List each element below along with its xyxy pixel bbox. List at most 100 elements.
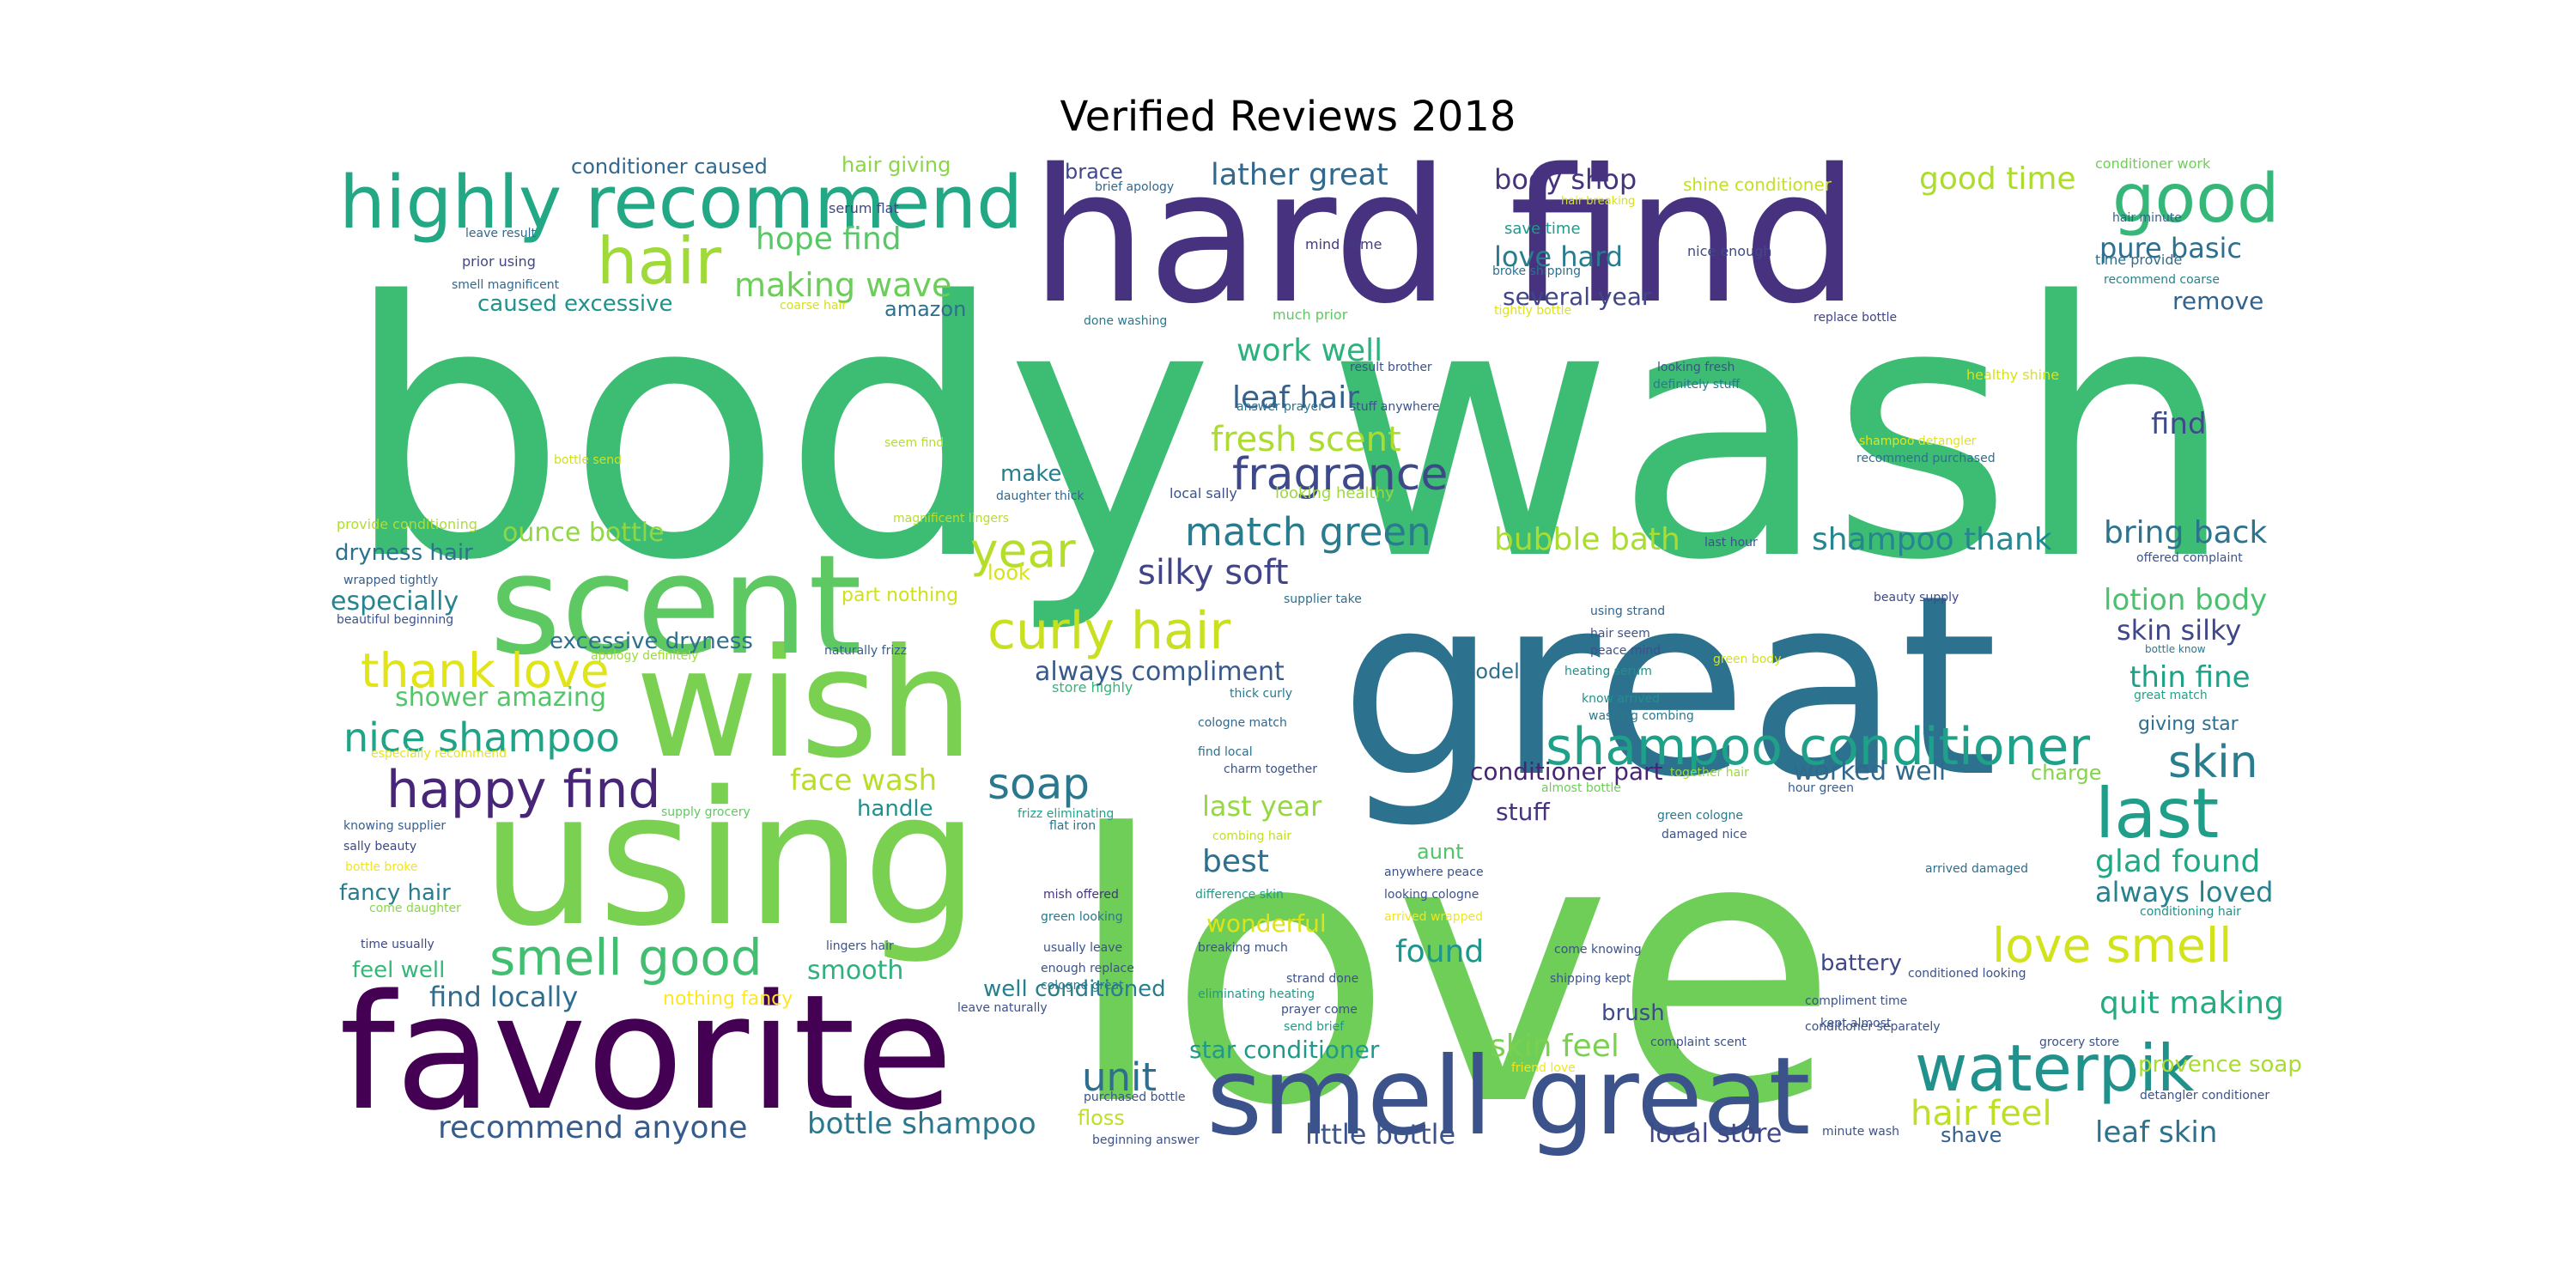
- word-lotion-body: lotion body: [2104, 583, 2267, 617]
- word-cologne-match: cologne match: [1198, 716, 1287, 730]
- word-especially-recommend: especially recommend: [371, 747, 507, 761]
- word-breaking-much: breaking much: [1198, 941, 1288, 955]
- word-green-body: green body: [1713, 653, 1782, 666]
- word-store-highly: store highly: [1052, 679, 1133, 696]
- word-replace-bottle: replace bottle: [1814, 311, 1897, 325]
- word-complaint-scent: complaint scent: [1650, 1036, 1747, 1049]
- word-bottle-know: bottle know: [2145, 643, 2206, 655]
- word-difference-skin: difference skin: [1195, 888, 1284, 902]
- word-hair-feel: hair feel: [1911, 1094, 2052, 1133]
- word-result-brother: result brother: [1350, 361, 1432, 374]
- word-leaf-skin: leaf skin: [2095, 1115, 2217, 1150]
- word-lather-great: lather great: [1211, 158, 1388, 192]
- word-leave-naturally: leave naturally: [957, 1001, 1048, 1015]
- word-fragrance: fragrance: [1232, 449, 1448, 501]
- word-smell-good: smell good: [489, 928, 762, 987]
- word-usually-leave: usually leave: [1043, 941, 1122, 955]
- word-purchased-bottle: purchased bottle: [1084, 1091, 1186, 1104]
- word-compliment-time: compliment time: [1805, 994, 1907, 1008]
- word-detangler-conditioner: detangler conditioner: [2140, 1089, 2269, 1103]
- word-save-time: save time: [1504, 220, 1581, 238]
- word-dryness-hair: dryness hair: [335, 540, 473, 566]
- word-bottle-broke: bottle broke: [345, 860, 418, 874]
- word-looking-cologne: looking cologne: [1384, 888, 1479, 902]
- word-looking-fresh: looking fresh: [1657, 361, 1735, 374]
- word-washing-combing: washing combing: [1589, 709, 1694, 723]
- word-come-daughter: come daughter: [369, 902, 461, 915]
- word-thick-curly: thick curly: [1230, 687, 1292, 701]
- word-hard-find: hard find: [1030, 129, 1860, 344]
- word-healthy-shine: healthy shine: [1966, 367, 2059, 383]
- word-friend-love: friend love: [1511, 1061, 1576, 1075]
- word-last-hour: last hour: [1704, 536, 1758, 550]
- word-favorite: favorite: [339, 960, 953, 1145]
- word-feel-well: feel well: [352, 957, 445, 983]
- word-offered-complaint: offered complaint: [2136, 551, 2243, 565]
- word-wonderful: wonderful: [1206, 909, 1327, 938]
- word-body-wash: body wash: [343, 227, 2236, 637]
- word-brush: brush: [1601, 1000, 1665, 1026]
- word-lingers-hair: lingers hair: [826, 939, 894, 953]
- word-recommend-coarse: recommend coarse: [2104, 273, 2220, 287]
- word-silky-soft: silky soft: [1138, 553, 1289, 592]
- word-tightly-bottle: tightly bottle: [1494, 304, 1571, 318]
- word-using-strand: using strand: [1590, 605, 1665, 618]
- word-done-washing: done washing: [1084, 314, 1167, 328]
- word-local-store: local store: [1649, 1119, 1782, 1149]
- word-conditioner-separately: conditioner separately: [1805, 1020, 1941, 1034]
- word-charm-together: charm together: [1224, 762, 1317, 776]
- word-found: found: [1395, 934, 1484, 969]
- chart-title: Verified Reviews 2018: [1060, 93, 1516, 141]
- word-remove: remove: [2172, 287, 2263, 315]
- word-definitely-stuff: definitely stuff: [1653, 378, 1740, 392]
- word-much-prior: much prior: [1273, 307, 1348, 323]
- word-recommend-anyone: recommend anyone: [438, 1110, 748, 1145]
- word-great-match: great match: [2134, 689, 2208, 702]
- word-come-knowing: come knowing: [1554, 943, 1642, 957]
- word-skin-silky: skin silky: [2117, 614, 2241, 647]
- word-grocery-store: grocery store: [2039, 1036, 2119, 1049]
- word-conditioned-looking: conditioned looking: [1908, 967, 2026, 981]
- word-find-local: find local: [1198, 745, 1253, 759]
- word-especially: especially: [331, 586, 459, 617]
- word-mish-offered: mish offered: [1043, 888, 1119, 902]
- word-knowing-supplier: knowing supplier: [343, 819, 446, 833]
- word-leave-result: leave result: [465, 227, 537, 240]
- word-aunt: aunt: [1417, 840, 1464, 864]
- word-scent: scent: [489, 525, 862, 685]
- word-conditioner-work: conditioner work: [2095, 155, 2211, 172]
- word-prior-using: prior using: [462, 253, 536, 270]
- word-soap: soap: [987, 759, 1090, 809]
- word-shipping-kept: shipping kept: [1550, 972, 1631, 986]
- word-bubble-bath: bubble bath: [1494, 522, 1680, 557]
- word-fresh-scent: fresh scent: [1211, 420, 1401, 459]
- word-amazon: amazon: [884, 297, 966, 321]
- word-making-wave: making wave: [734, 266, 951, 304]
- word-ounce-bottle: ounce bottle: [502, 518, 665, 548]
- word-highly-recommend: highly recommend: [339, 161, 1023, 246]
- word-brace: brace: [1065, 160, 1123, 184]
- word-caused-excessive: caused excessive: [477, 291, 672, 317]
- word-kept-almost: kept almost: [1820, 1017, 1892, 1030]
- word-eliminating-heating: eliminating heating: [1198, 987, 1315, 1001]
- word-supplier-take: supplier take: [1284, 592, 1362, 606]
- word-year: year: [970, 523, 1076, 578]
- word-nice-enough: nice enough: [1687, 243, 1772, 259]
- word-body-shop: body shop: [1494, 163, 1637, 196]
- word-part-nothing: part nothing: [841, 585, 958, 606]
- word-minute-wash: minute wash: [1822, 1125, 1899, 1139]
- word-bottle-send: bottle send: [554, 453, 622, 467]
- word-shine-conditioner: shine conditioner: [1683, 174, 1832, 195]
- word-charge: charge: [2031, 761, 2102, 785]
- word-brief-apology: brief apology: [1095, 180, 1174, 194]
- word-hair-seem: hair seem: [1590, 627, 1650, 641]
- word-love-smell: love smell: [1992, 918, 2232, 973]
- word-frizz-eliminating: frizz eliminating: [1018, 807, 1114, 821]
- word-broke-shipping: broke shipping: [1492, 264, 1581, 278]
- word-hour-green: hour green: [1788, 781, 1854, 795]
- word-prayer-come: prayer come: [1281, 1003, 1358, 1017]
- word-seem-find: seem find: [884, 436, 944, 450]
- word-conditioner-part: conditioner part: [1470, 757, 1663, 786]
- word-thank-love: thank love: [361, 643, 610, 698]
